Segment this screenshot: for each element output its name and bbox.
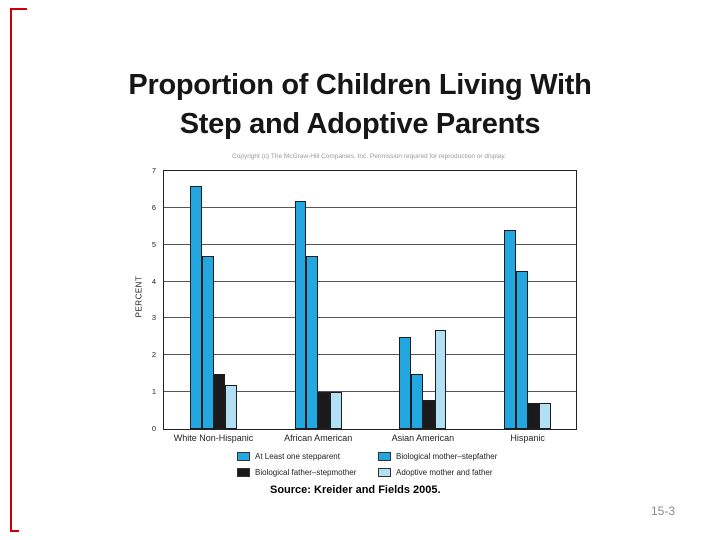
- legend-label: Biological father–stepmother: [255, 467, 357, 477]
- bar: [504, 229, 516, 429]
- bar: [411, 373, 423, 429]
- y-tick-label: 6: [151, 202, 156, 212]
- legend: At Least one stepparent Biological mother…: [237, 448, 497, 480]
- bar-group: [294, 171, 342, 429]
- y-axis: 0 1 2 3 4 5 6 7: [135, 166, 159, 433]
- bar-group: [190, 171, 237, 429]
- accent-border-bottom-tick: [10, 530, 19, 532]
- chart-image: Copyright (c) The McGraw-Hill Companies,…: [135, 150, 585, 482]
- bar: [213, 373, 226, 429]
- gridline: [164, 354, 576, 356]
- bar: [190, 185, 202, 429]
- bar: [422, 399, 435, 429]
- legend-item: Biological mother–stepfather: [378, 451, 498, 461]
- gridline: [164, 280, 576, 282]
- category-label: Hispanic: [510, 433, 545, 443]
- legend-swatch: [237, 451, 250, 461]
- slide-title: Proportion of Children Living With Step …: [40, 66, 680, 144]
- bar: [225, 384, 237, 429]
- bar: [539, 403, 552, 429]
- bar: [306, 255, 319, 429]
- bar: [515, 270, 528, 429]
- legend-label: Biological mother–stepfather: [396, 451, 498, 461]
- category-label: White Non-Hispanic: [173, 433, 254, 443]
- legend-item: Adoptive mother and father: [378, 467, 497, 477]
- gridline: [164, 206, 576, 208]
- category-label: Asian American: [391, 433, 455, 443]
- bar: [329, 392, 342, 429]
- y-tick-label: 4: [151, 276, 156, 286]
- category-label: African American: [284, 433, 353, 443]
- y-tick-label: 2: [151, 350, 156, 360]
- y-tick-label: 3: [151, 313, 156, 323]
- accent-border-top-tick: [10, 8, 27, 10]
- slide-title-line2: Step and Adoptive Parents: [179, 108, 541, 140]
- y-tick-label: 5: [151, 239, 156, 249]
- legend-swatch: [378, 451, 391, 461]
- bar: [527, 403, 540, 429]
- bar: [201, 255, 214, 429]
- legend-swatch: [378, 467, 391, 477]
- source-citation: Source: Kreider and Fields 2005.: [270, 484, 441, 496]
- bar: [434, 329, 447, 429]
- y-tick-label: 7: [151, 166, 156, 175]
- legend-label: Adoptive mother and father: [396, 467, 493, 477]
- bar: [294, 200, 307, 429]
- bar-group: [399, 171, 447, 429]
- y-tick-label: 1: [151, 387, 156, 397]
- page-number: 15-3: [650, 504, 675, 518]
- slide-title-line1: Proportion of Children Living With: [128, 69, 592, 101]
- bar-group: [504, 171, 552, 429]
- plot-area: White Non-Hispanic African American Asian …: [163, 170, 577, 443]
- gridline: [164, 243, 576, 245]
- legend-item: Biological father–stepmother: [237, 467, 378, 477]
- copyright-notice: Copyright (c) The McGraw-Hill Companies,…: [232, 153, 506, 160]
- bar: [318, 392, 330, 429]
- legend-swatch: [237, 467, 250, 477]
- accent-border-vertical: [10, 8, 12, 532]
- gridline: [164, 317, 576, 319]
- legend-label: At Least one stepparent: [255, 451, 340, 461]
- y-tick-label: 0: [151, 424, 156, 433]
- gridline: [164, 391, 576, 393]
- bar: [399, 336, 412, 429]
- legend-item: At Least one stepparent: [237, 451, 378, 461]
